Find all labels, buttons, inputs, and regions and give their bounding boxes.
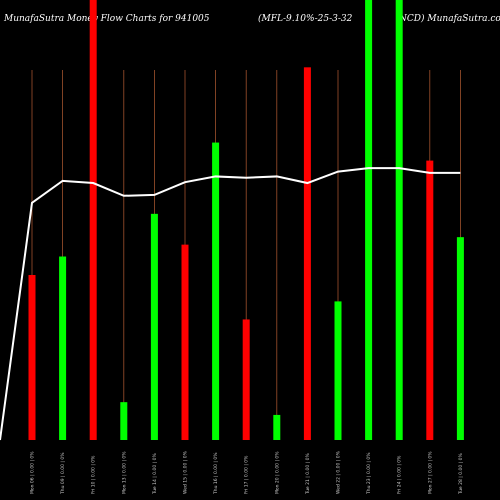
x-tick-label: Thu 23 | 0.00 | 0% <box>366 452 372 495</box>
bar-up <box>365 0 373 440</box>
x-tick-label: Tue 14 | 0.00 | 0% <box>152 453 158 495</box>
bar-up <box>334 301 342 440</box>
money-flow-line <box>0 167 461 441</box>
x-tick-label: Fri 10 | 0.00 | 0% <box>91 455 97 494</box>
bar-down <box>89 0 97 440</box>
chart-title-middle: (MFL-9.10%-25-3-32 <box>258 14 353 24</box>
x-tick-label: Thu 09 | 0.00 | 0% <box>60 452 66 495</box>
bar-up <box>395 0 403 440</box>
x-tick-label: Wed 15 | 0.00 | 0% <box>183 450 189 494</box>
bar-down <box>303 67 311 440</box>
chart-title-right: -NCD) MunafaSutra.com <box>396 14 500 24</box>
x-tick-label: Mon 06 | 0.00 | 0% <box>30 451 36 494</box>
bar-up <box>212 142 220 440</box>
x-tick-label: Mon 27 | 0.00 | 0% <box>427 451 433 494</box>
bar-up <box>59 256 67 440</box>
x-tick-label: Tue 28 | 0.00 | 0% <box>458 453 464 495</box>
bar-up <box>456 237 464 440</box>
bar-up <box>150 213 158 440</box>
x-tick-label: Thu 16 | 0.00 | 0% <box>213 452 219 495</box>
x-tick-label: Mon 13 | 0.00 | 0% <box>121 451 127 494</box>
x-tick-label: Fri 17 | 0.00 | 0% <box>244 455 250 494</box>
bar-down <box>426 160 434 440</box>
x-tick-label: Mon 20 | 0.00 | 0% <box>274 451 280 494</box>
bar-down <box>242 319 250 440</box>
bar-down <box>28 275 36 440</box>
chart-title-left: MunafaSutra Money Flow Charts for 941005 <box>4 14 210 24</box>
bar-down <box>181 244 189 440</box>
bar-up <box>120 402 128 440</box>
bar-up <box>273 414 281 440</box>
x-tick-label: Tue 21 | 0.00 | 0% <box>305 453 311 495</box>
x-tick-label: Fri 24 | 0.00 | 0% <box>397 455 403 494</box>
x-tick-label: Wed 22 | 0.00 | 0% <box>336 450 342 494</box>
